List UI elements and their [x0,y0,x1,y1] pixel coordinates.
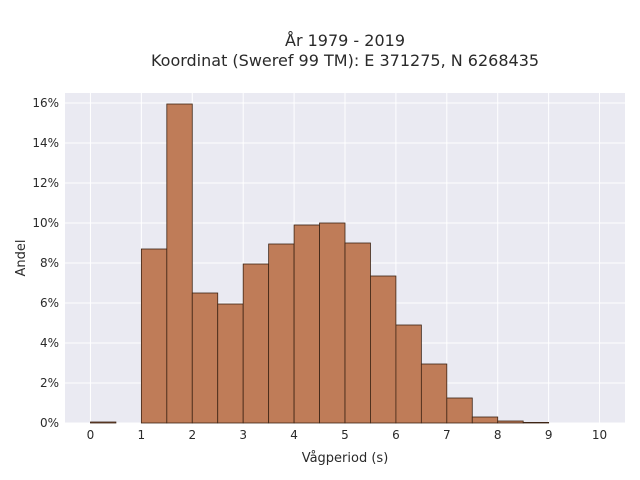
y-tick-label: 10% [32,216,59,230]
histogram-bar [370,275,397,424]
x-tick-label: 3 [239,428,247,442]
histogram-bar [217,303,244,424]
x-tick-label: 10 [592,428,607,442]
x-tick-label: 8 [494,428,502,442]
histogram-bar [446,397,473,424]
histogram-bar [90,421,117,424]
y-axis-ticks: 0% 2% 4% 6% 8% 10% 12% 14% 16% [32,96,59,430]
histogram-bar [420,363,448,424]
histogram-bar [293,224,320,424]
y-axis-label: Andel [14,240,29,277]
y-tick-label: 14% [32,136,59,150]
x-tick-label: 4 [290,428,298,442]
histogram-bar [395,324,422,424]
y-tick-label: 2% [40,376,59,390]
x-tick-label: 2 [188,428,196,442]
x-axis-ticks: 0 1 2 3 4 5 6 7 8 9 10 [87,428,608,442]
y-tick-label: 16% [32,96,59,110]
y-tick-label: 0% [40,416,59,430]
histogram-bar [522,421,550,424]
histogram-bar [166,103,193,424]
x-tick-label: 0 [87,428,95,442]
y-tick-label: 8% [40,256,59,270]
x-tick-label: 7 [443,428,451,442]
histogram-bar [319,222,346,424]
histogram-bar [191,292,219,424]
y-tick-label: 6% [40,296,59,310]
histogram-bar [140,248,168,424]
y-tick-label: 4% [40,336,59,350]
bars [90,103,550,424]
x-axis-label: Vågperiod (s) [302,451,389,466]
x-tick-label: 1 [138,428,146,442]
x-tick-label: 5 [341,428,349,442]
chart-title: År 1979 - 2019 [285,31,405,50]
histogram-bar [471,416,499,424]
histogram-bar [242,263,270,424]
x-tick-label: 6 [392,428,400,442]
x-tick-label: 9 [545,428,553,442]
histogram-bar [268,243,295,424]
y-tick-label: 12% [32,176,59,190]
histogram-bar [344,242,371,424]
histogram-bar [497,420,524,424]
chart-subtitle: Koordinat (Sweref 99 TM): E 371275, N 62… [151,51,539,70]
